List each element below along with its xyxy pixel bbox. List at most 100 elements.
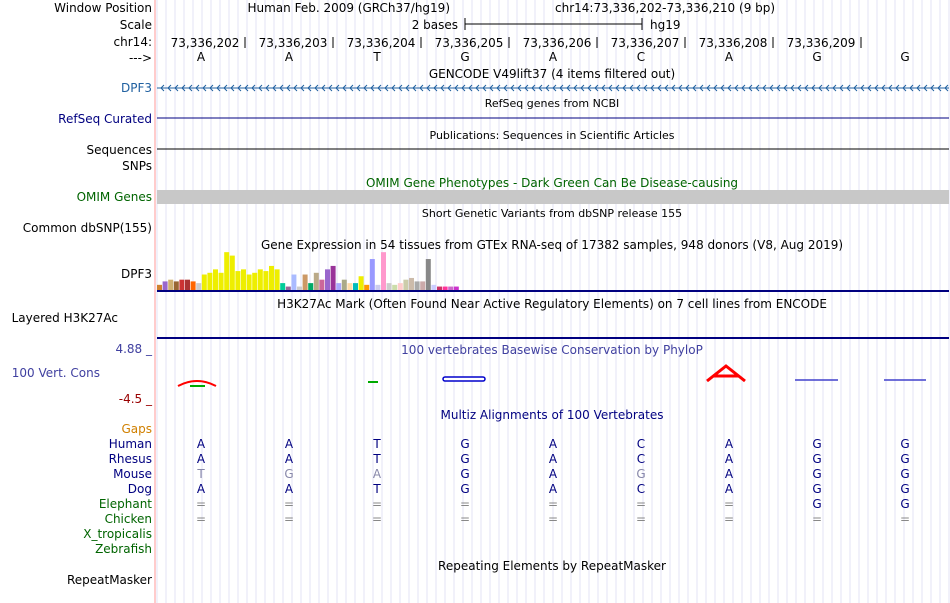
phylop-mark-peak[interactable] (706, 364, 746, 383)
h3k27ac-track-label[interactable]: Layered H3K27Ac (12, 311, 118, 325)
gtex-bar[interactable] (246, 274, 252, 290)
alignment-base[interactable]: A (549, 452, 558, 466)
repeatmasker-track-label[interactable]: RepeatMasker (67, 573, 152, 587)
gtex-bar[interactable] (313, 272, 319, 290)
alignment-base[interactable]: T (372, 437, 381, 451)
alignment-base[interactable]: A (725, 437, 734, 451)
gtex-bar[interactable] (308, 283, 314, 290)
gtex-bar[interactable] (207, 272, 213, 290)
phylop-mark-1[interactable] (177, 380, 217, 387)
gtex-bar[interactable] (442, 286, 448, 290)
dbsnp-track-label[interactable]: Common dbSNP(155) (23, 221, 152, 235)
gtex-bar[interactable] (179, 279, 185, 290)
sequences-track-label[interactable]: Sequences (87, 143, 152, 157)
alignment-base[interactable]: G (900, 482, 909, 496)
alignment-base[interactable]: G (812, 452, 821, 466)
refseq-track-label[interactable]: RefSeq Curated (58, 112, 152, 126)
species-label[interactable]: X_tropicalis (83, 527, 152, 541)
snps-track-label[interactable]: SNPs (122, 159, 152, 173)
gtex-bar[interactable] (190, 281, 196, 290)
gtex-bar[interactable] (431, 284, 437, 290)
h3k27ac-track-title[interactable]: H3K27Ac Mark (Often Found Near Active Re… (277, 297, 827, 311)
alignment-base[interactable]: G (900, 437, 909, 451)
alignment-base[interactable]: A (197, 452, 206, 466)
phylop-track-label[interactable]: 100 Vert. Cons (12, 366, 100, 380)
gtex-bar[interactable] (302, 274, 308, 290)
alignment-base[interactable]: G (460, 482, 469, 496)
alignment-base[interactable]: A (549, 482, 558, 496)
alignment-base[interactable]: G (900, 467, 909, 481)
alignment-base[interactable]: = (900, 512, 910, 526)
alignment-base[interactable]: = (372, 497, 382, 511)
alignment-base[interactable]: = (284, 512, 294, 526)
phylop-mark-4[interactable] (442, 376, 486, 382)
publications-track-title[interactable]: Publications: Sequences in Scientific Ar… (430, 129, 675, 142)
alignment-base[interactable]: G (460, 452, 469, 466)
gtex-bar[interactable] (381, 252, 386, 290)
gtex-bar[interactable] (403, 279, 409, 290)
alignment-base[interactable]: = (196, 497, 206, 511)
alignment-base[interactable]: G (636, 467, 645, 481)
alignment-base[interactable]: C (637, 437, 645, 451)
species-label[interactable]: Chicken (105, 512, 152, 526)
gtex-bar[interactable] (386, 283, 392, 290)
gtex-bar[interactable] (392, 284, 398, 290)
gtex-bar[interactable] (157, 284, 162, 290)
alignment-base[interactable]: A (197, 437, 206, 451)
alignment-base[interactable]: = (812, 512, 822, 526)
species-label[interactable]: Dog (128, 482, 152, 496)
species-label[interactable]: Elephant (99, 497, 152, 511)
gtex-bar[interactable] (448, 286, 454, 290)
alignment-base[interactable]: G (812, 437, 821, 451)
gtex-bar[interactable] (269, 265, 274, 290)
gtex-track-title[interactable]: Gene Expression in 54 tissues from GTEx … (261, 238, 843, 252)
alignment-base[interactable]: = (548, 497, 558, 511)
gtex-bar[interactable] (325, 269, 330, 290)
alignment-base[interactable]: A (549, 467, 558, 481)
alignment-base[interactable]: A (373, 467, 382, 481)
refseq-track-title[interactable]: RefSeq genes from NCBI (485, 97, 620, 110)
alignment-base[interactable]: = (460, 497, 470, 511)
gtex-bar[interactable] (297, 286, 302, 290)
gtex-bar[interactable] (229, 255, 235, 290)
gtex-bar[interactable] (437, 286, 442, 290)
alignment-base[interactable]: = (636, 497, 646, 511)
species-label[interactable]: Rhesus (109, 452, 152, 466)
alignment-base[interactable]: A (285, 482, 294, 496)
multiz-track-title[interactable]: Multiz Alignments of 100 Vertebrates (440, 408, 663, 422)
alignment-base[interactable]: A (725, 467, 734, 481)
alignment-base[interactable]: T (372, 482, 381, 496)
gtex-bar[interactable] (397, 283, 403, 290)
alignment-base[interactable]: = (372, 512, 382, 526)
gtex-bar[interactable] (375, 284, 381, 290)
alignment-base[interactable]: = (196, 512, 206, 526)
gtex-bar[interactable] (218, 272, 224, 290)
dbsnp-track-title[interactable]: Short Genetic Variants from dbSNP releas… (422, 207, 682, 220)
gtex-bar[interactable] (453, 286, 459, 290)
species-label[interactable]: Zebrafish (95, 542, 152, 556)
alignment-base[interactable]: = (460, 512, 470, 526)
alignment-base[interactable]: T (196, 467, 205, 481)
gtex-bar[interactable] (185, 279, 190, 290)
gtex-bar[interactable] (224, 252, 230, 290)
gtex-bar[interactable] (341, 279, 347, 290)
species-label[interactable]: Mouse (113, 467, 152, 481)
gencode-track-title[interactable]: GENCODE V49lift37 (4 items filtered out) (429, 67, 675, 81)
gencode-gene-label[interactable]: DPF3 (121, 81, 152, 95)
alignment-base[interactable]: = (636, 512, 646, 526)
alignment-base[interactable]: G (460, 467, 469, 481)
alignment-base[interactable]: C (637, 482, 645, 496)
gtex-bar[interactable] (257, 269, 263, 290)
gtex-bar[interactable] (162, 281, 168, 290)
alignment-base[interactable]: A (285, 437, 294, 451)
alignment-base[interactable]: C (637, 452, 645, 466)
species-label[interactable]: Gaps (121, 422, 152, 436)
gtex-bar[interactable] (213, 269, 218, 290)
gtex-bar[interactable] (263, 271, 269, 290)
alignment-base[interactable]: T (372, 452, 381, 466)
gtex-bar[interactable] (280, 283, 286, 290)
gtex-bar[interactable] (319, 279, 325, 290)
alignment-base[interactable]: A (285, 452, 294, 466)
gtex-bar[interactable] (201, 274, 207, 290)
